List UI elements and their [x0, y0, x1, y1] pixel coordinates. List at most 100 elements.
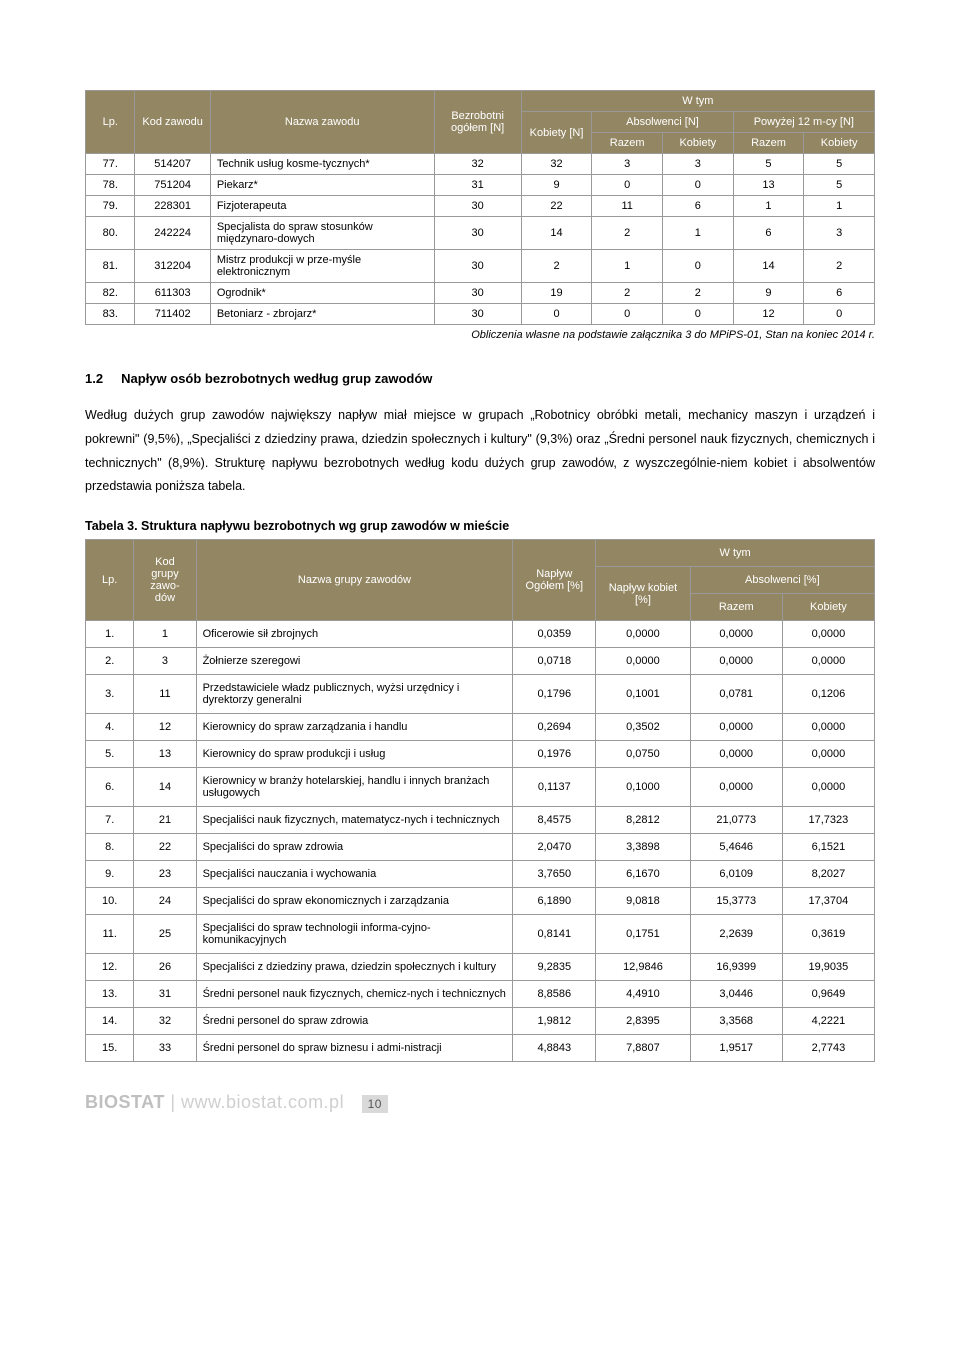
cell-lp: 10. — [86, 888, 134, 915]
cell-ak: 0,3619 — [782, 915, 874, 954]
table-row: 4.12Kierownicy do spraw zarządzania i ha… — [86, 714, 875, 741]
cell-pr: 14 — [733, 250, 804, 283]
cell-lp: 82. — [86, 283, 135, 304]
cell-n: 0,2694 — [513, 714, 596, 741]
cell-nk: 0,1000 — [596, 768, 690, 807]
cell-kod: 31 — [134, 981, 196, 1008]
cell-k: 9 — [521, 175, 592, 196]
cell-nk: 4,4910 — [596, 981, 690, 1008]
table-1: Lp. Kod zawodu Nazwa zawodu Bezrobotni o… — [85, 90, 875, 325]
cell-ar: 2,2639 — [690, 915, 782, 954]
cell-nk: 3,3898 — [596, 834, 690, 861]
cell-ar: 0,0000 — [690, 768, 782, 807]
cell-ar: 3,0446 — [690, 981, 782, 1008]
cell-kod: 11 — [134, 675, 196, 714]
cell-nazwa: Kierownicy w branży hotelarskiej, handlu… — [196, 768, 513, 807]
cell-kod: 13 — [134, 741, 196, 768]
cell-ak: 3 — [663, 154, 734, 175]
cell-nk: 12,9846 — [596, 954, 690, 981]
cell-kod: 22 — [134, 834, 196, 861]
t2-h-nazwa: Nazwa grupy zawodów — [196, 540, 513, 621]
cell-nk: 6,1670 — [596, 861, 690, 888]
cell-lp: 3. — [86, 675, 134, 714]
cell-b: 30 — [434, 217, 521, 250]
cell-lp: 79. — [86, 196, 135, 217]
cell-lp: 6. — [86, 768, 134, 807]
cell-ak: 0 — [663, 250, 734, 283]
cell-lp: 12. — [86, 954, 134, 981]
cell-ak: 0,0000 — [782, 714, 874, 741]
cell-ak: 0,0000 — [782, 648, 874, 675]
cell-kod: 12 — [134, 714, 196, 741]
t2-h-naplywk: Napływ kobiet [%] — [596, 567, 690, 621]
cell-nazwa: Specjalista do spraw stosunków międzynar… — [210, 217, 434, 250]
table-row: 77.514207Technik usług kosme-tycznych*32… — [86, 154, 875, 175]
cell-kod: 242224 — [135, 217, 210, 250]
table-row: 83.711402Betoniarz - zbrojarz*30000120 — [86, 304, 875, 325]
cell-pr: 12 — [733, 304, 804, 325]
cell-ak: 6 — [663, 196, 734, 217]
cell-ak: 2 — [663, 283, 734, 304]
table-row: 6.14Kierownicy w branży hotelarskiej, ha… — [86, 768, 875, 807]
page-content: Lp. Kod zawodu Nazwa zawodu Bezrobotni o… — [0, 0, 960, 1163]
cell-ar: 6,0109 — [690, 861, 782, 888]
cell-lp: 78. — [86, 175, 135, 196]
cell-n: 3,7650 — [513, 861, 596, 888]
table-row: 1.1Oficerowie sił zbrojnych0,03590,00000… — [86, 621, 875, 648]
cell-nk: 0,1751 — [596, 915, 690, 954]
cell-ak: 2,7743 — [782, 1035, 874, 1062]
cell-ar: 3 — [592, 154, 663, 175]
cell-n: 8,4575 — [513, 807, 596, 834]
footer: BIOSTAT | www.biostat.com.pl 10 — [85, 1092, 875, 1113]
cell-ar: 0 — [592, 304, 663, 325]
cell-k: 2 — [521, 250, 592, 283]
cell-ak: 0,1206 — [782, 675, 874, 714]
cell-kod: 26 — [134, 954, 196, 981]
cell-k: 22 — [521, 196, 592, 217]
cell-nazwa: Technik usług kosme-tycznych* — [210, 154, 434, 175]
cell-n: 4,8843 — [513, 1035, 596, 1062]
cell-pr: 9 — [733, 283, 804, 304]
cell-pk: 5 — [804, 154, 875, 175]
cell-n: 0,1976 — [513, 741, 596, 768]
table-row: 7.21Specjaliści nauk fizycznych, matemat… — [86, 807, 875, 834]
cell-ar: 0,0000 — [690, 621, 782, 648]
table-row: 13.31Średni personel nauk fizycznych, ch… — [86, 981, 875, 1008]
cell-pk: 3 — [804, 217, 875, 250]
t1-h-ak: Kobiety — [663, 133, 734, 154]
cell-lp: 14. — [86, 1008, 134, 1035]
cell-ar: 0,0000 — [690, 714, 782, 741]
cell-nazwa: Kierownicy do spraw produkcji i usług — [196, 741, 513, 768]
cell-pk: 2 — [804, 250, 875, 283]
table-2: Lp. Kod grupy zawo-dów Nazwa grupy zawod… — [85, 539, 875, 1062]
page-number: 10 — [362, 1095, 388, 1113]
cell-lp: 5. — [86, 741, 134, 768]
cell-pk: 0 — [804, 304, 875, 325]
cell-lp: 13. — [86, 981, 134, 1008]
cell-ar: 5,4646 — [690, 834, 782, 861]
cell-nk: 7,8807 — [596, 1035, 690, 1062]
cell-n: 2,0470 — [513, 834, 596, 861]
t1-h-powyzej: Powyżej 12 m-cy [N] — [733, 112, 874, 133]
cell-lp: 1. — [86, 621, 134, 648]
table-row: 78.751204Piekarz*31900135 — [86, 175, 875, 196]
cell-ak: 0,0000 — [782, 768, 874, 807]
cell-k: 19 — [521, 283, 592, 304]
cell-kod: 711402 — [135, 304, 210, 325]
t1-h-lp: Lp. — [86, 91, 135, 154]
cell-kod: 14 — [134, 768, 196, 807]
cell-pk: 1 — [804, 196, 875, 217]
cell-n: 6,1890 — [513, 888, 596, 915]
table-row: 81.312204Mistrz produkcji w prze-myśle e… — [86, 250, 875, 283]
cell-n: 9,2835 — [513, 954, 596, 981]
cell-nk: 8,2812 — [596, 807, 690, 834]
cell-ak: 0 — [663, 304, 734, 325]
body-paragraph: Według dużych grup zawodów największy na… — [85, 404, 875, 499]
cell-nazwa: Fizjoterapeuta — [210, 196, 434, 217]
cell-lp: 81. — [86, 250, 135, 283]
table-row: 8.22Specjaliści do spraw zdrowia2,04703,… — [86, 834, 875, 861]
cell-ak: 19,9035 — [782, 954, 874, 981]
table-row: 82.611303Ogrodnik*30192296 — [86, 283, 875, 304]
cell-ar: 2 — [592, 217, 663, 250]
cell-pr: 13 — [733, 175, 804, 196]
